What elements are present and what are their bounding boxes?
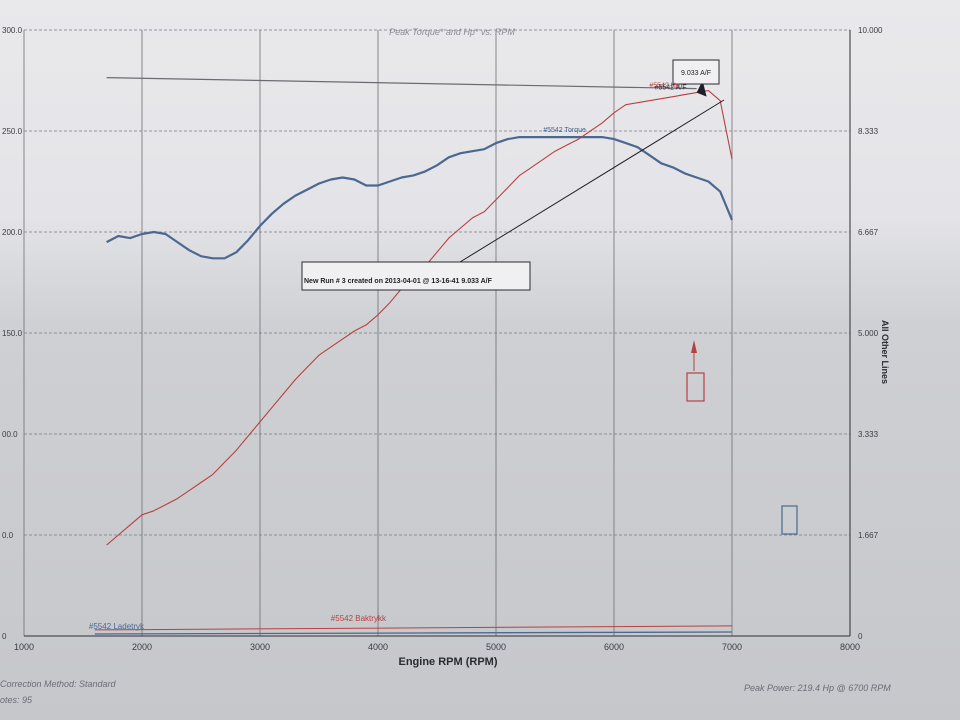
red-marker-box [686, 372, 705, 402]
x-tick-label: 3000 [250, 642, 270, 652]
af-reference-line [106, 77, 697, 90]
series-label-torque: #5542 Torque [543, 127, 586, 134]
run-info-box [301, 261, 531, 291]
chart-annotations: 9.033 A/F New Run # 3 created on 2013-04-… [301, 59, 725, 291]
chart-axes [24, 30, 851, 637]
y-left-tick-label: 0 [2, 632, 7, 641]
x-axis-label: Engine RPM (RPM) [399, 656, 498, 668]
chart-labels: 1000 2000 3000 4000 5000 6000 7000 800000.000.0… [2, 26, 890, 668]
y-right-tick-label: 6.667 [858, 228, 879, 237]
blue-marker-box [781, 505, 798, 535]
af-value-box [672, 59, 720, 85]
series-line [94, 631, 733, 635]
af-arrow-icon [696, 80, 707, 97]
x-tick-label: 4000 [368, 642, 388, 652]
series-label-ladetryk: #5542 Ladetryk [89, 622, 145, 631]
red-arrow-icon [691, 340, 697, 353]
y-right-tick-label: 10.000 [858, 26, 883, 35]
series-line [106, 90, 733, 546]
af-value-text: 9.033 A/F [681, 70, 711, 77]
y-right-axis-label: All Other Lines [880, 320, 890, 384]
chart-series [94, 77, 734, 635]
y-left-tick-label: 300.0 [2, 26, 23, 35]
y-right-tick-label: 3.333 [858, 430, 879, 439]
x-tick-label: 2000 [132, 642, 152, 652]
notes-text: otes: 95 [0, 695, 33, 705]
y-right-tick-label: 0 [858, 632, 863, 641]
chart-grid [23, 29, 851, 636]
y-left-tick-label: 200.0 [2, 228, 23, 237]
x-tick-label: 1000 [14, 642, 34, 652]
y-left-tick-label: 0.0 [2, 531, 14, 540]
x-tick-label: 6000 [604, 642, 624, 652]
peak-power-text: Peak Power: 219.4 Hp @ 6700 RPM [744, 683, 891, 693]
y-right-tick-label: 1.667 [858, 531, 879, 540]
x-tick-label: 8000 [840, 642, 860, 652]
chart-title: Peak Torque* and Hp* vs. RPM [389, 27, 515, 37]
series-line [106, 136, 734, 260]
af-reference-label: #5542 A/F [655, 85, 687, 92]
y-right-tick-label: 5.000 [858, 329, 879, 338]
y-right-tick-label: 8.333 [858, 127, 879, 136]
series-label-hp: #5542 Hp [649, 83, 679, 90]
y-left-tick-label: 150.0 [2, 329, 23, 338]
run-info-text: New Run # 3 created on 2013-04-01 @ 13-1… [304, 278, 493, 285]
series-label-baktrykk: #5542 Baktrykk [331, 614, 387, 623]
run-leader-line [459, 99, 725, 263]
y-left-tick-label: 00.0 [2, 430, 18, 439]
series-line [94, 625, 733, 631]
correction-method-text: Correction Method: Standard [0, 679, 116, 689]
y-left-tick-label: 250.0 [2, 127, 23, 136]
x-tick-label: 5000 [486, 642, 506, 652]
x-tick-label: 7000 [722, 642, 742, 652]
